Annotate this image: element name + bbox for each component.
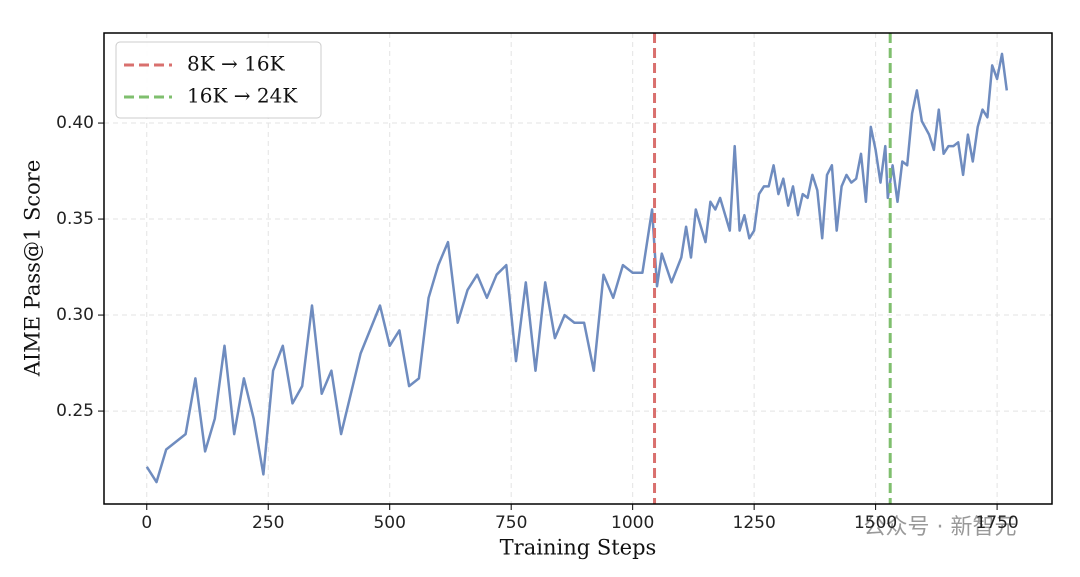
x-tick-label: 1000 <box>611 513 654 533</box>
line-series <box>145 52 1009 484</box>
x-tick-label: 250 <box>252 513 284 533</box>
x-tick-label: 500 <box>373 513 405 533</box>
x-axis-label: Training Steps <box>500 536 657 560</box>
x-tick-label: 0 <box>141 513 152 533</box>
y-axis-label: AIME Pass@1 Score <box>21 160 45 378</box>
x-tick-label: 1250 <box>733 513 776 533</box>
legend-label: 8K → 16K <box>187 52 286 76</box>
x-tick-label: 1500 <box>854 513 897 533</box>
watermark: 公众号 · 新智元 <box>864 515 1017 540</box>
y-tick-label: 0.40 <box>56 113 94 133</box>
legend-label: 16K → 24K <box>187 84 298 108</box>
y-tick-label: 0.25 <box>56 401 94 421</box>
x-tick-label: 1750 <box>975 513 1018 533</box>
x-tick-label: 750 <box>495 513 527 533</box>
legend-box <box>115 41 322 119</box>
y-tick-label: 0.30 <box>56 305 94 325</box>
y-tick-label: 0.35 <box>56 209 94 229</box>
plot-frame <box>103 32 1053 505</box>
